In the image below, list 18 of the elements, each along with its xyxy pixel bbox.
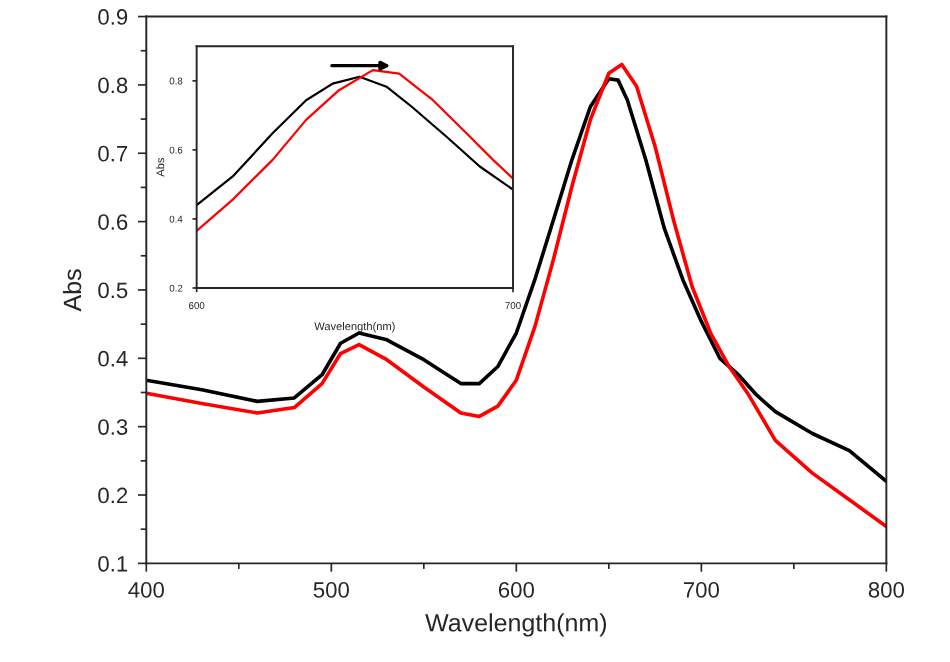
y-axis-title: Abs: [62, 269, 82, 312]
x-axis-title: Wavelength(nm): [425, 613, 607, 637]
y-tick-label: 0.6: [98, 214, 128, 230]
x-tick-label: 800: [868, 582, 905, 598]
y-tick-label: 0.1: [98, 555, 128, 572]
y-tick-label: 0.8: [98, 77, 128, 94]
y-tick-label: 0.2: [98, 487, 128, 504]
line-series: [196, 69, 513, 233]
y-tick-label: 0.4: [98, 350, 128, 367]
y-tick-label: 0.9: [98, 9, 128, 25]
y-tick-label: 0.5: [98, 282, 128, 299]
x-tick-label: 700: [683, 582, 720, 598]
x-tick-label: 600: [498, 582, 534, 598]
x-tick-label: 500: [313, 582, 349, 598]
line-series: [196, 75, 513, 207]
y-tick-label: 0.7: [98, 145, 128, 162]
x-tick-label: 400: [128, 582, 164, 598]
y-tick-label: 0.3: [98, 419, 128, 435]
